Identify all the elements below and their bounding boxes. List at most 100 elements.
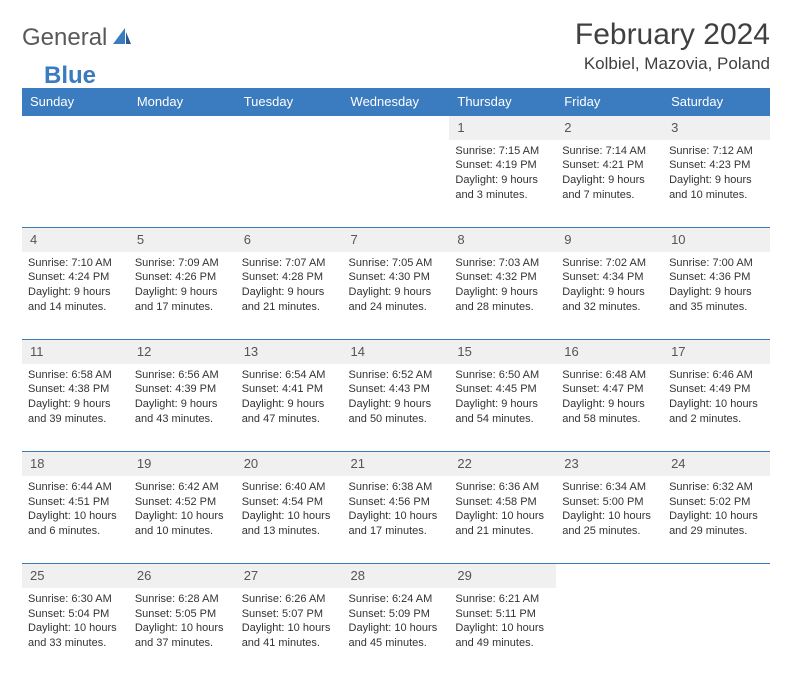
day-detail-cell xyxy=(343,140,450,228)
day-detail-cell: Sunrise: 6:50 AMSunset: 4:45 PMDaylight:… xyxy=(449,364,556,452)
daylight-text: Daylight: 10 hours and 33 minutes. xyxy=(28,621,123,651)
daylight-text: Daylight: 10 hours and 41 minutes. xyxy=(242,621,337,651)
day-detail-cell: Sunrise: 7:10 AMSunset: 4:24 PMDaylight:… xyxy=(22,252,129,340)
sunset-text: Sunset: 4:34 PM xyxy=(562,270,657,285)
daylight-text: Daylight: 9 hours and 50 minutes. xyxy=(349,397,444,427)
daylight-text: Daylight: 9 hours and 3 minutes. xyxy=(455,173,550,203)
sunrise-text: Sunrise: 6:54 AM xyxy=(242,368,337,383)
day-detail-cell: Sunrise: 7:15 AMSunset: 4:19 PMDaylight:… xyxy=(449,140,556,228)
weekday-header: Friday xyxy=(556,88,663,116)
day-number-row: 18192021222324 xyxy=(22,452,770,476)
sunset-text: Sunset: 4:58 PM xyxy=(455,495,550,510)
day-detail-cell xyxy=(129,140,236,228)
day-number-cell: 9 xyxy=(556,228,663,252)
day-detail-cell xyxy=(663,588,770,676)
day-number-cell: 6 xyxy=(236,228,343,252)
day-number-cell: 12 xyxy=(129,340,236,364)
day-number-cell: 4 xyxy=(22,228,129,252)
daylight-text: Daylight: 10 hours and 21 minutes. xyxy=(455,509,550,539)
sunrise-text: Sunrise: 6:40 AM xyxy=(242,480,337,495)
sunset-text: Sunset: 4:36 PM xyxy=(669,270,764,285)
day-number-cell: 21 xyxy=(343,452,450,476)
brand-text-b: Blue xyxy=(44,62,96,90)
day-detail-cell: Sunrise: 6:48 AMSunset: 4:47 PMDaylight:… xyxy=(556,364,663,452)
sunset-text: Sunset: 4:45 PM xyxy=(455,382,550,397)
daylight-text: Daylight: 9 hours and 28 minutes. xyxy=(455,285,550,315)
sunset-text: Sunset: 4:49 PM xyxy=(669,382,764,397)
sunrise-text: Sunrise: 6:48 AM xyxy=(562,368,657,383)
day-number-cell: 28 xyxy=(343,564,450,588)
day-detail-cell: Sunrise: 6:36 AMSunset: 4:58 PMDaylight:… xyxy=(449,476,556,564)
day-detail-cell: Sunrise: 6:30 AMSunset: 5:04 PMDaylight:… xyxy=(22,588,129,676)
sunset-text: Sunset: 4:32 PM xyxy=(455,270,550,285)
daylight-text: Daylight: 9 hours and 17 minutes. xyxy=(135,285,230,315)
day-number-cell: 10 xyxy=(663,228,770,252)
daylight-text: Daylight: 10 hours and 2 minutes. xyxy=(669,397,764,427)
sunset-text: Sunset: 4:52 PM xyxy=(135,495,230,510)
day-detail-cell: Sunrise: 6:44 AMSunset: 4:51 PMDaylight:… xyxy=(22,476,129,564)
day-detail-cell: Sunrise: 6:34 AMSunset: 5:00 PMDaylight:… xyxy=(556,476,663,564)
day-number-cell xyxy=(556,564,663,588)
weekday-header: Sunday xyxy=(22,88,129,116)
day-number-cell: 18 xyxy=(22,452,129,476)
day-number-row: 2526272829 xyxy=(22,564,770,588)
sunrise-text: Sunrise: 7:05 AM xyxy=(349,256,444,271)
day-number-cell xyxy=(22,116,129,140)
sunrise-text: Sunrise: 7:00 AM xyxy=(669,256,764,271)
sunrise-text: Sunrise: 6:26 AM xyxy=(242,592,337,607)
day-detail-cell: Sunrise: 7:00 AMSunset: 4:36 PMDaylight:… xyxy=(663,252,770,340)
day-number-cell: 3 xyxy=(663,116,770,140)
day-detail-row: Sunrise: 7:10 AMSunset: 4:24 PMDaylight:… xyxy=(22,252,770,340)
day-detail-cell: Sunrise: 6:21 AMSunset: 5:11 PMDaylight:… xyxy=(449,588,556,676)
sunrise-text: Sunrise: 6:21 AM xyxy=(455,592,550,607)
daylight-text: Daylight: 9 hours and 7 minutes. xyxy=(562,173,657,203)
day-detail-cell xyxy=(236,140,343,228)
sunset-text: Sunset: 5:05 PM xyxy=(135,607,230,622)
day-number-row: 45678910 xyxy=(22,228,770,252)
weekday-header: Thursday xyxy=(449,88,556,116)
daylight-text: Daylight: 9 hours and 54 minutes. xyxy=(455,397,550,427)
daylight-text: Daylight: 10 hours and 45 minutes. xyxy=(349,621,444,651)
daylight-text: Daylight: 9 hours and 24 minutes. xyxy=(349,285,444,315)
day-detail-cell: Sunrise: 7:02 AMSunset: 4:34 PMDaylight:… xyxy=(556,252,663,340)
sunrise-text: Sunrise: 6:52 AM xyxy=(349,368,444,383)
sunset-text: Sunset: 4:51 PM xyxy=(28,495,123,510)
day-number-cell xyxy=(129,116,236,140)
day-number-cell xyxy=(236,116,343,140)
day-number-cell: 11 xyxy=(22,340,129,364)
sunset-text: Sunset: 4:47 PM xyxy=(562,382,657,397)
calendar-body: 12 3 Sunrise: 7:15 AMSunset: 4:19 PMDayli… xyxy=(22,116,770,676)
day-detail-row: Sunrise: 6:44 AMSunset: 4:51 PMDaylight:… xyxy=(22,476,770,564)
day-detail-cell: Sunrise: 6:42 AMSunset: 4:52 PMDaylight:… xyxy=(129,476,236,564)
day-number-cell: 26 xyxy=(129,564,236,588)
sail-icon xyxy=(111,26,133,51)
day-detail-cell: Sunrise: 6:38 AMSunset: 4:56 PMDaylight:… xyxy=(343,476,450,564)
sunrise-text: Sunrise: 6:58 AM xyxy=(28,368,123,383)
sunrise-text: Sunrise: 7:07 AM xyxy=(242,256,337,271)
sunrise-text: Sunrise: 7:10 AM xyxy=(28,256,123,271)
sunrise-text: Sunrise: 7:12 AM xyxy=(669,144,764,159)
daylight-text: Daylight: 9 hours and 21 minutes. xyxy=(242,285,337,315)
daylight-text: Daylight: 9 hours and 10 minutes. xyxy=(669,173,764,203)
sunset-text: Sunset: 4:26 PM xyxy=(135,270,230,285)
sunset-text: Sunset: 5:02 PM xyxy=(669,495,764,510)
day-number-cell: 16 xyxy=(556,340,663,364)
day-number-cell: 13 xyxy=(236,340,343,364)
day-number-cell: 15 xyxy=(449,340,556,364)
daylight-text: Daylight: 9 hours and 14 minutes. xyxy=(28,285,123,315)
sunset-text: Sunset: 4:19 PM xyxy=(455,158,550,173)
sunrise-text: Sunrise: 6:46 AM xyxy=(669,368,764,383)
sunset-text: Sunset: 4:41 PM xyxy=(242,382,337,397)
day-detail-cell: Sunrise: 6:40 AMSunset: 4:54 PMDaylight:… xyxy=(236,476,343,564)
sunrise-text: Sunrise: 6:36 AM xyxy=(455,480,550,495)
day-number-cell xyxy=(663,564,770,588)
brand-text-a: General xyxy=(22,24,107,52)
sunrise-text: Sunrise: 6:24 AM xyxy=(349,592,444,607)
day-detail-cell: Sunrise: 6:28 AMSunset: 5:05 PMDaylight:… xyxy=(129,588,236,676)
daylight-text: Daylight: 9 hours and 58 minutes. xyxy=(562,397,657,427)
day-detail-cell: Sunrise: 6:56 AMSunset: 4:39 PMDaylight:… xyxy=(129,364,236,452)
day-number-cell: 14 xyxy=(343,340,450,364)
sunset-text: Sunset: 4:56 PM xyxy=(349,495,444,510)
day-detail-cell xyxy=(22,140,129,228)
day-number-cell: 8 xyxy=(449,228,556,252)
